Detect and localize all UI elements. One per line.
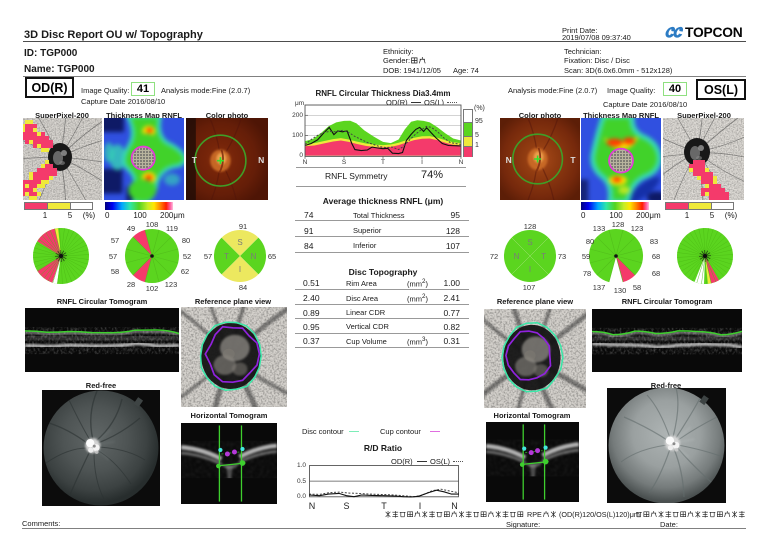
svg-text:N: N <box>514 252 520 261</box>
svg-text:I: I <box>529 265 531 274</box>
svg-text:N: N <box>251 252 257 261</box>
svg-text:T: T <box>192 155 198 165</box>
svg-text:T: T <box>224 252 229 261</box>
svg-text:I: I <box>239 265 241 274</box>
svg-text:S: S <box>237 238 242 247</box>
svg-text:TOPCON: TOPCON <box>685 25 743 39</box>
svg-text:T: T <box>570 155 576 165</box>
svg-text:N: N <box>258 155 264 165</box>
svg-text:S: S <box>527 238 532 247</box>
svg-text:T: T <box>541 252 546 261</box>
svg-text:N: N <box>506 155 512 165</box>
